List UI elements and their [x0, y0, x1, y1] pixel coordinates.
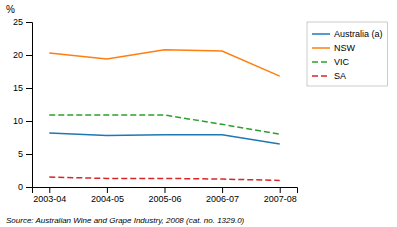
y-tick: 25 [13, 17, 32, 27]
plot: 2003-04 2004-05 2005-06 2006-07 2007-08 0 5 10 1… [13, 17, 298, 204]
x-tick: 2004-05 [91, 187, 124, 204]
x-tick-label: 2007-08 [264, 194, 297, 204]
y-tick-mark [26, 22, 32, 23]
y-tick-label: 0 [18, 182, 23, 192]
x-tick-mark [280, 187, 281, 193]
x-tick: 2003-04 [33, 187, 66, 204]
y-axis-line [26, 23, 33, 188]
y-tick-mark [26, 88, 32, 89]
series-line [49, 115, 279, 134]
x-tick-mark [165, 187, 166, 193]
source: Source: Australian Wine and Grape Indust… [6, 216, 245, 225]
legend-item: NSW [312, 43, 356, 53]
x-axis-line [33, 188, 298, 194]
x-axis: 2003-04 2004-05 2005-06 2006-07 2007-08 [33, 187, 298, 204]
y-tick: 15 [13, 83, 32, 93]
x-tick-label: 2006-07 [206, 194, 239, 204]
x-tick-mark [49, 187, 50, 193]
y-tick: 10 [13, 116, 32, 126]
x-tick-label: 2003-04 [33, 194, 66, 204]
series-line [49, 133, 279, 144]
legend-swatch [312, 75, 330, 77]
x-tick-mark [107, 187, 108, 193]
y-axis: 0 5 10 15 20 25 [13, 17, 33, 192]
x-tick: 2007-08 [264, 187, 297, 204]
y-tick-mark [26, 154, 32, 155]
legend-label: Australia (a) [334, 29, 383, 39]
y-tick: 20 [13, 50, 32, 60]
y-tick-label: 10 [13, 116, 23, 126]
y-tick-mark [26, 55, 32, 56]
y-tick: 0 [18, 182, 32, 192]
legend-label: VIC [334, 57, 350, 67]
legend-swatch [312, 61, 330, 63]
x-tick-label: 2004-05 [91, 194, 124, 204]
y-tick: 5 [18, 149, 32, 159]
x-tick-label: 2005-06 [148, 194, 181, 204]
legend: Australia (a) NSW VIC SA [307, 22, 388, 86]
legend-item: VIC [312, 57, 350, 67]
y-tick-label: 25 [13, 17, 23, 27]
legend-swatch [312, 33, 330, 35]
x-tick: 2006-07 [206, 187, 239, 204]
chart: 2003-04 2004-05 2005-06 2006-07 2007-08 0 5 10 1… [0, 0, 397, 227]
y-tick-label: 20 [13, 50, 23, 60]
y-tick-mark [26, 121, 32, 122]
legend-item: Australia (a) [312, 29, 383, 39]
y-tick-label: 5 [18, 149, 23, 159]
legend-swatch [312, 47, 330, 49]
legend-frame [307, 22, 388, 86]
x-tick-mark [222, 187, 223, 193]
legend-label: SA [334, 71, 346, 81]
x-tick: 2005-06 [148, 187, 181, 204]
legend-item: SA [312, 71, 346, 81]
legend-label: NSW [334, 43, 356, 53]
y-tick-label: 15 [13, 83, 23, 93]
y-tick-mark [26, 187, 32, 188]
series-line [49, 50, 279, 76]
series-line [49, 177, 279, 180]
lines [49, 50, 279, 181]
y-label: % [6, 4, 15, 15]
